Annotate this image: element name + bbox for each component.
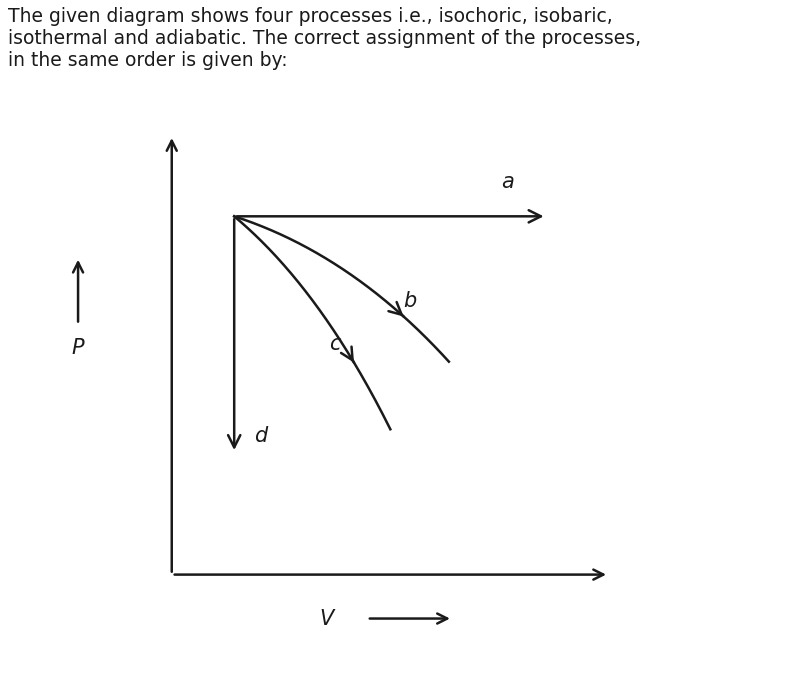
Text: $d$: $d$ (254, 426, 269, 446)
Text: $a$: $a$ (501, 173, 514, 192)
Text: $V$: $V$ (319, 608, 337, 629)
Text: $b$: $b$ (402, 291, 417, 311)
Text: $c$: $c$ (329, 335, 342, 354)
Text: $P$: $P$ (70, 338, 86, 358)
Text: The given diagram shows four processes i.e., isochoric, isobaric,
isothermal and: The given diagram shows four processes i… (8, 7, 641, 70)
